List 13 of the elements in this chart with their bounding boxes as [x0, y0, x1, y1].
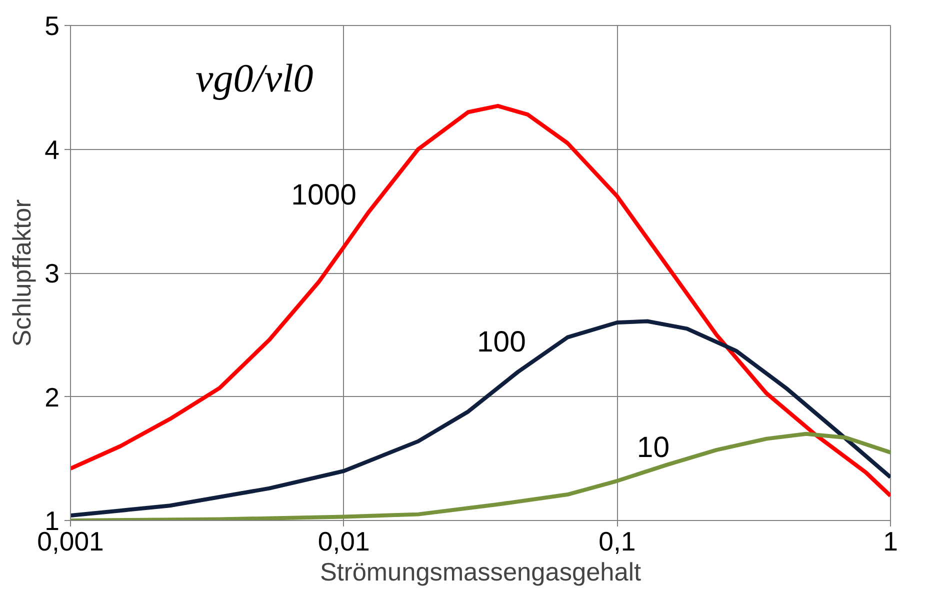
- y-tick-label: 5: [44, 11, 60, 41]
- y-tick-label: 2: [44, 382, 60, 412]
- y-tick-label: 3: [44, 258, 60, 288]
- y-axis-title: Schlupffaktor: [8, 198, 37, 347]
- y-tick-label: 4: [44, 134, 60, 165]
- annotation: 100: [477, 326, 526, 359]
- annotation: vg0/vl0: [196, 56, 314, 100]
- annotation: 1000: [291, 178, 356, 212]
- x-tick-label: 0,1: [598, 526, 636, 556]
- x-tick-label: 0,01: [318, 526, 370, 556]
- x-tick-label: 1: [883, 526, 898, 556]
- x-axis-title: Strömungsmassengasgehalt: [320, 558, 642, 586]
- annotation: 10: [636, 430, 670, 464]
